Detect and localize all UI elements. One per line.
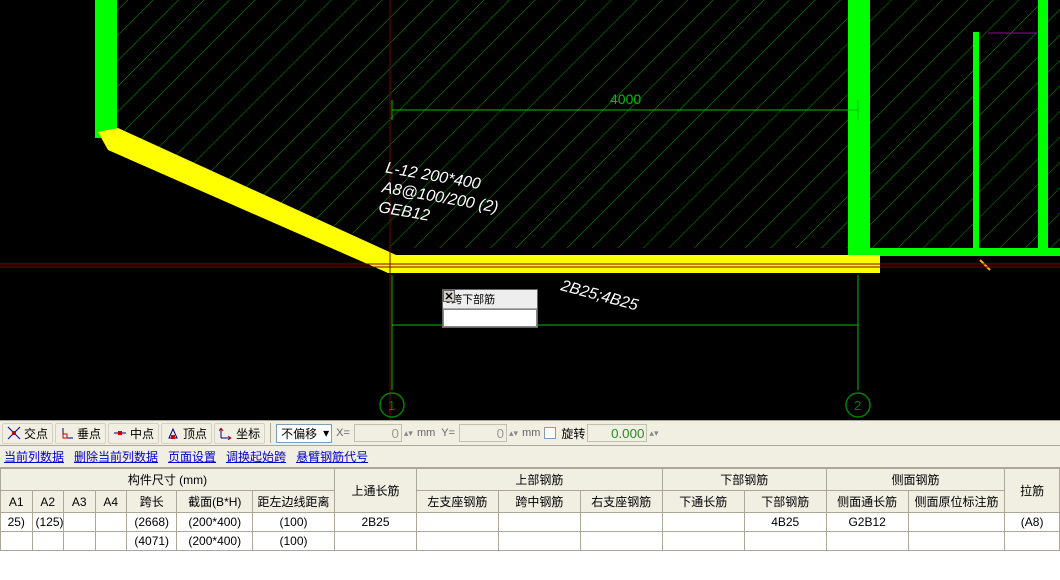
y-label: Y=	[441, 427, 455, 439]
beam-label-4: 2B25;4B25	[558, 277, 640, 314]
snap-coord-button[interactable]: 坐标	[214, 423, 265, 444]
dim-4000: 4000	[610, 91, 641, 107]
cell[interactable]: (2668)	[127, 513, 177, 532]
th-ceyuan: 侧面原位标注筋	[908, 491, 1005, 513]
intersect-icon	[7, 426, 21, 440]
grid-1: 1	[388, 398, 395, 413]
popup-titlebar[interactable]: 0跨下部筋	[443, 290, 537, 309]
th-youzhi: 右支座钢筋	[580, 491, 662, 513]
vertex-icon	[166, 426, 180, 440]
link-swap-span[interactable]: 调换起始跨	[226, 448, 286, 465]
th-xiabu: 下部钢筋	[744, 491, 826, 513]
th-kuazhong: 跨中钢筋	[498, 491, 580, 513]
popup-close-icon[interactable]	[443, 290, 455, 302]
link-current-col[interactable]: 当前列数据	[4, 448, 64, 465]
x-unit: mm	[417, 427, 435, 439]
cell[interactable]: (200*400)	[177, 532, 253, 551]
snap-intersect-button[interactable]: 交点	[2, 423, 53, 444]
th-goujian: 构件尺寸 (mm)	[1, 469, 335, 491]
link-page-setup[interactable]: 页面设置	[168, 448, 216, 465]
link-delete-col[interactable]: 删除当前列数据	[74, 448, 158, 465]
rotate-input[interactable]	[587, 424, 647, 442]
link-cantilever[interactable]: 悬臂钢筋代号	[296, 448, 368, 465]
rotate-checkbox[interactable]	[544, 427, 556, 439]
th-cemian-g: 侧面钢筋	[826, 469, 1005, 491]
snap-vertex-label: 顶点	[183, 425, 207, 442]
th-a1: A1	[1, 491, 33, 513]
th-zuozhi: 左支座钢筋	[416, 491, 498, 513]
th-a3: A3	[64, 491, 96, 513]
th-a4: A4	[95, 491, 127, 513]
th-shangbu: 上部钢筋	[416, 469, 662, 491]
y-offset-input[interactable]	[459, 424, 507, 442]
x-label: X=	[336, 427, 350, 439]
cad-canvas[interactable]: 4000 1 2 L-12 200*400 A8@100/200 (2) GEB…	[0, 0, 1060, 420]
y-unit: mm	[522, 427, 540, 439]
cell[interactable]: 2B25	[335, 513, 417, 532]
cell[interactable]: (A8)	[1005, 513, 1060, 532]
th-jiemian: 截面(B*H)	[177, 491, 253, 513]
cell[interactable]: (200*400)	[177, 513, 253, 532]
offset-mode-label: 不偏移	[281, 425, 317, 442]
cell[interactable]: (100)	[253, 532, 335, 551]
table-row[interactable]: 25) (125) (2668) (200*400) (100) 2B25 4B…	[1, 513, 1060, 532]
snap-mid-button[interactable]: 中点	[108, 423, 159, 444]
th-xiabu-g: 下部钢筋	[662, 469, 826, 491]
snap-intersect-label: 交点	[24, 425, 48, 442]
th-cetong: 侧面通长筋	[826, 491, 908, 513]
th-xiatong: 下通长筋	[662, 491, 744, 513]
coord-icon	[219, 426, 233, 440]
rebar-table[interactable]: 构件尺寸 (mm) 上通长筋 上部钢筋 下部钢筋 侧面钢筋 拉筋 A1 A2 A…	[0, 468, 1060, 551]
snap-vertex-button[interactable]: 顶点	[161, 423, 212, 444]
th-shangtong: 上通长筋	[335, 469, 417, 513]
snap-coord-label: 坐标	[236, 425, 260, 442]
link-bar: 当前列数据 删除当前列数据 页面设置 调换起始跨 悬臂钢筋代号	[0, 446, 1060, 468]
th-kuachang: 跨长	[127, 491, 177, 513]
th-a2: A2	[32, 491, 64, 513]
snap-perp-button[interactable]: 垂点	[55, 423, 106, 444]
mid-icon	[113, 426, 127, 440]
grid-2: 2	[854, 398, 861, 413]
cell[interactable]: G2B12	[826, 513, 908, 532]
table-row[interactable]: (4071) (200*400) (100)	[1, 532, 1060, 551]
edit-popup: 0跨下部筋	[442, 289, 538, 328]
rotate-label: 旋转	[561, 425, 585, 442]
cell[interactable]: (100)	[253, 513, 335, 532]
cell[interactable]: 4B25	[744, 513, 826, 532]
offset-mode-select[interactable]: 不偏移 ▾	[276, 424, 332, 443]
popup-input[interactable]	[443, 309, 537, 327]
th-lajin: 拉筋	[1005, 469, 1060, 513]
cell[interactable]: (4071)	[127, 532, 177, 551]
cell[interactable]: (125)	[32, 513, 64, 532]
snap-perp-label: 垂点	[77, 425, 101, 442]
perp-icon	[60, 426, 74, 440]
th-juzuo: 距左边线距离	[253, 491, 335, 513]
x-offset-input[interactable]	[354, 424, 402, 442]
snap-toolbar: 交点 垂点 中点 顶点 坐标 不偏移 ▾ X= ▴▾ mm Y= ▴▾ mm 旋…	[0, 420, 1060, 446]
snap-mid-label: 中点	[130, 425, 154, 442]
cell[interactable]: 25)	[1, 513, 33, 532]
